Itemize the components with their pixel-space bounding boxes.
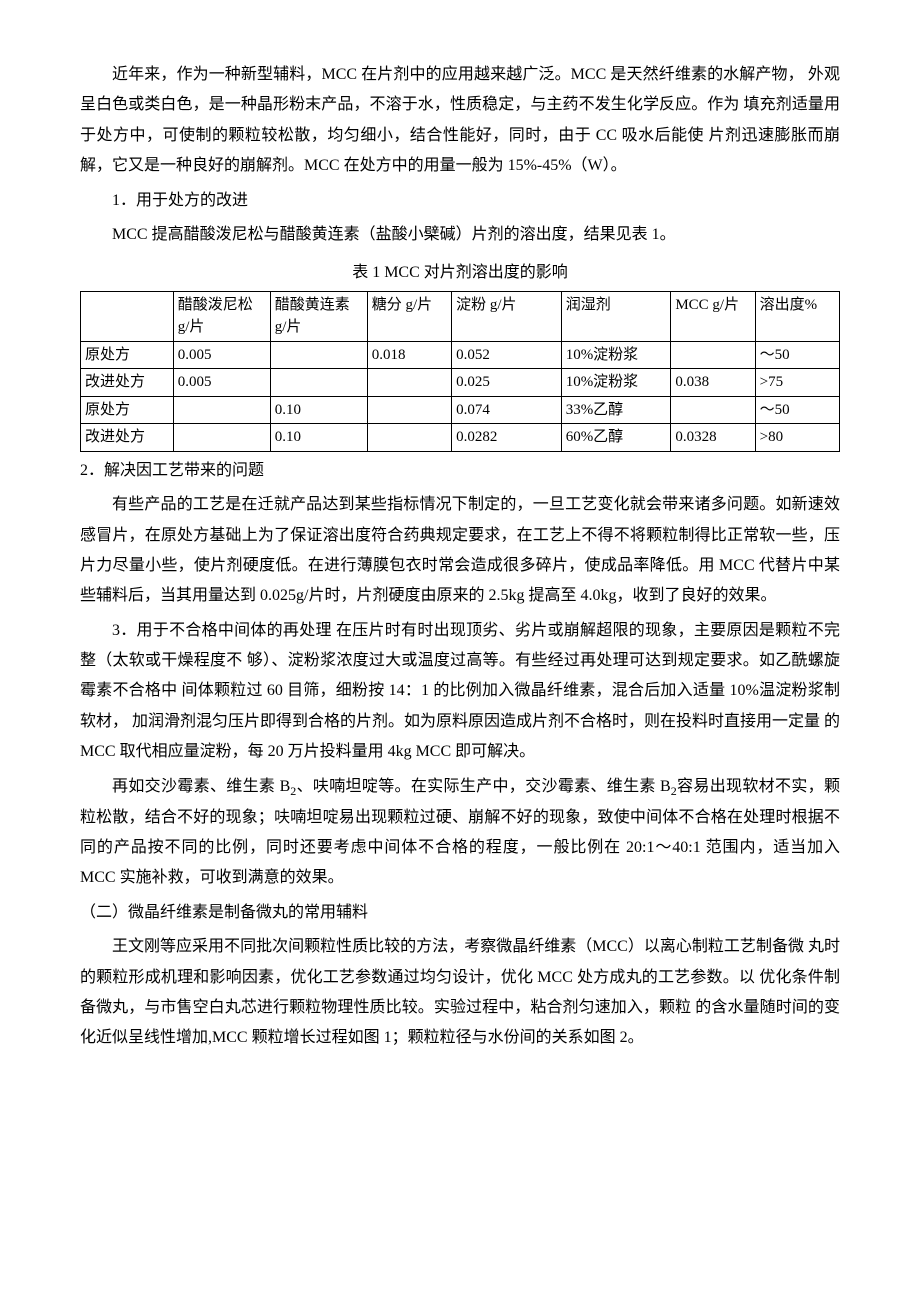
cell: 0.018 bbox=[367, 341, 451, 369]
cell: 0.052 bbox=[452, 341, 562, 369]
text-part-b: 、呋喃坦啶等。在实际生产中，交沙霉素、维生素 B bbox=[296, 778, 670, 795]
th-sugar: 糖分 g/片 bbox=[367, 291, 451, 341]
th-wetting: 润湿剂 bbox=[561, 291, 671, 341]
table-header-row: 醋酸泼尼松 g/片 醋酸黄连素 g/片 糖分 g/片 淀粉 g/片 润湿剂 MC… bbox=[81, 291, 840, 341]
cell bbox=[270, 369, 367, 397]
cell bbox=[173, 396, 270, 424]
table-caption: 表 1 MCC 对片剂溶出度的影响 bbox=[80, 258, 840, 288]
th-berberine: 醋酸黄连素 g/片 bbox=[270, 291, 367, 341]
cell: 33%乙醇 bbox=[561, 396, 671, 424]
paragraph-wang: 王文刚等应采用不同批次间颗粒性质比较的方法，考察微晶纤维素（MCC）以离心制粒工… bbox=[80, 932, 840, 1054]
cell: 〜50 bbox=[755, 341, 839, 369]
cell: >75 bbox=[755, 369, 839, 397]
table-row: 改进处方 0.005 0.025 10%淀粉浆 0.038 >75 bbox=[81, 369, 840, 397]
cell: 0.074 bbox=[452, 396, 562, 424]
cell: >80 bbox=[755, 424, 839, 452]
cell: 改进处方 bbox=[81, 369, 174, 397]
cell: 0.0282 bbox=[452, 424, 562, 452]
cell bbox=[671, 396, 755, 424]
cell: 0.038 bbox=[671, 369, 755, 397]
cell bbox=[173, 424, 270, 452]
text-part-a: 再如交沙霉素、维生素 B bbox=[112, 778, 290, 795]
cell: 10%淀粉浆 bbox=[561, 369, 671, 397]
cell bbox=[671, 341, 755, 369]
cell: 10%淀粉浆 bbox=[561, 341, 671, 369]
cell: 原处方 bbox=[81, 341, 174, 369]
th-starch: 淀粉 g/片 bbox=[452, 291, 562, 341]
paragraph-examples: 再如交沙霉素、维生素 B2、呋喃坦啶等。在实际生产中，交沙霉素、维生素 B2容易… bbox=[80, 772, 840, 894]
th-dissolution: 溶出度% bbox=[755, 291, 839, 341]
paragraph-section-1: 1．用于处方的改进 bbox=[80, 186, 840, 216]
paragraph-intro: 近年来，作为一种新型辅料，MCC 在片剂中的应用越来越广泛。MCC 是天然纤维素… bbox=[80, 60, 840, 182]
paragraph-section-2: 2．解决因工艺带来的问题 bbox=[80, 456, 840, 486]
cell bbox=[367, 369, 451, 397]
cell: 改进处方 bbox=[81, 424, 174, 452]
cell: 原处方 bbox=[81, 396, 174, 424]
table-row: 改进处方 0.10 0.0282 60%乙醇 0.0328 >80 bbox=[81, 424, 840, 452]
table-row: 原处方 0.10 0.074 33%乙醇 〜50 bbox=[81, 396, 840, 424]
cell: 〜50 bbox=[755, 396, 839, 424]
paragraph-section-b: （二）微晶纤维素是制备微丸的常用辅料 bbox=[80, 898, 840, 928]
cell: 0.005 bbox=[173, 369, 270, 397]
cell: 0.10 bbox=[270, 396, 367, 424]
cell: 0.0328 bbox=[671, 424, 755, 452]
th-mcc: MCC g/片 bbox=[671, 291, 755, 341]
cell: 0.025 bbox=[452, 369, 562, 397]
cell: 60%乙醇 bbox=[561, 424, 671, 452]
paragraph-reprocess: 3．用于不合格中间体的再处理 在压片时有时出现顶劣、劣片或崩解超限的现象，主要原… bbox=[80, 616, 840, 768]
cell: 0.10 bbox=[270, 424, 367, 452]
cell bbox=[367, 424, 451, 452]
paragraph-mcc-improve: MCC 提高醋酸泼尼松与醋酸黄连素（盐酸小檗碱）片剂的溶出度，结果见表 1。 bbox=[80, 220, 840, 250]
mcc-table: 醋酸泼尼松 g/片 醋酸黄连素 g/片 糖分 g/片 淀粉 g/片 润湿剂 MC… bbox=[80, 291, 840, 452]
th-prednisone: 醋酸泼尼松 g/片 bbox=[173, 291, 270, 341]
table-row: 原处方 0.005 0.018 0.052 10%淀粉浆 〜50 bbox=[81, 341, 840, 369]
cell: 0.005 bbox=[173, 341, 270, 369]
cell bbox=[367, 396, 451, 424]
th-blank bbox=[81, 291, 174, 341]
cell bbox=[270, 341, 367, 369]
paragraph-process-issue: 有些产品的工艺是在迁就产品达到某些指标情况下制定的，一旦工艺变化就会带来诸多问题… bbox=[80, 490, 840, 612]
